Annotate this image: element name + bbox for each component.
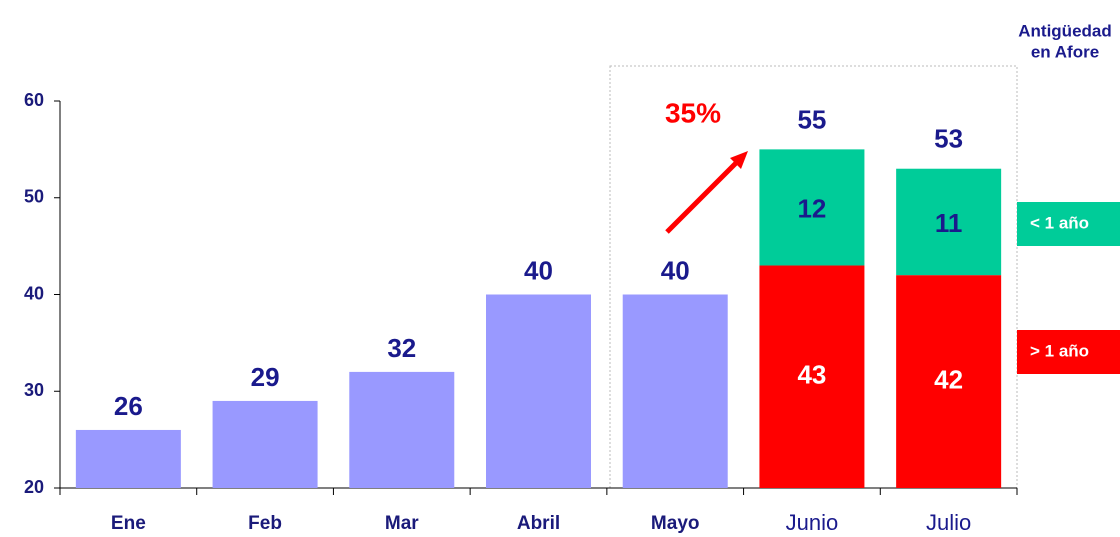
y-tick-label: 30 (24, 380, 44, 400)
arrow (665, 159, 740, 234)
legend-swatch (1017, 330, 1120, 374)
total-label: 55 (797, 104, 826, 134)
segment-label: 43 (797, 360, 826, 390)
total-label: 53 (934, 124, 963, 154)
segment-label: 42 (934, 364, 963, 394)
stack-segment (759, 149, 865, 266)
legend-title: en Afore (1031, 42, 1099, 61)
x-tick-label: Mar (385, 513, 419, 534)
legend-title: Antigüedad (1018, 21, 1112, 40)
x-tick-label: Ene (111, 513, 146, 534)
bar (212, 400, 318, 488)
value-label: 26 (114, 391, 143, 421)
x-tick-label: Junio (786, 510, 839, 535)
legend-label: > 1 año (1030, 341, 1089, 360)
value-label: 32 (387, 333, 416, 363)
segment-label: 12 (797, 193, 826, 223)
bar (486, 294, 591, 488)
arrow-head (730, 151, 748, 169)
stack-segment (896, 168, 1002, 276)
y-tick-label: 60 (24, 90, 44, 110)
value-label: 40 (661, 255, 690, 285)
value-label: 40 (524, 255, 553, 285)
y-tick-label: 40 (24, 283, 44, 303)
y-tick-label: 20 (24, 477, 44, 497)
bar (349, 371, 455, 488)
x-tick-label: Mayo (651, 513, 700, 534)
legend-swatch (1017, 202, 1120, 246)
legend-label: < 1 año (1030, 213, 1089, 232)
x-tick-label: Feb (248, 513, 282, 534)
stack-segment (759, 265, 865, 488)
x-tick-label: Julio (926, 510, 971, 535)
y-tick-label: 50 (24, 187, 44, 207)
bar (622, 294, 728, 488)
segment-label: 11 (935, 208, 963, 238)
x-tick-label: Abril (517, 513, 560, 534)
stack-segment (896, 275, 1002, 488)
annotation: 35% (665, 97, 721, 128)
bar (75, 429, 181, 488)
value-label: 29 (251, 362, 280, 392)
